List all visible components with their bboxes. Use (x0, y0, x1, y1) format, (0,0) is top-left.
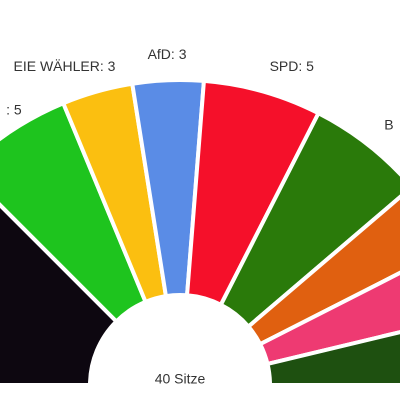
seat-segment (265, 330, 400, 387)
center-label: 40 Sitze (155, 371, 206, 387)
segment-label: AfD: 3 (148, 46, 187, 62)
segment-label: B (384, 117, 393, 133)
seat-segment (218, 110, 400, 330)
segment-label: : 5 (6, 101, 22, 117)
seat-segment (0, 202, 120, 387)
segment-label: SPD: 5 (270, 58, 315, 74)
segment-label: EIE WÄHLER: 3 (14, 58, 116, 74)
